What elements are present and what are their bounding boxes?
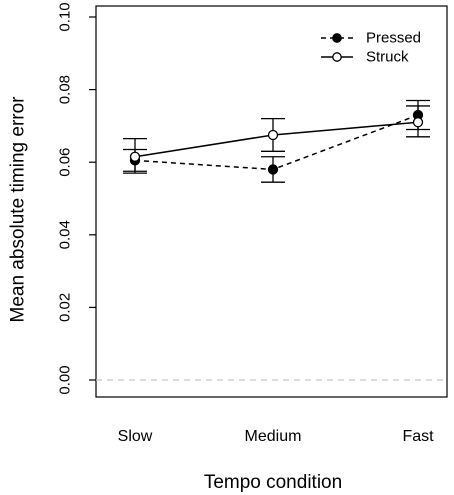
x-tick-label: Fast bbox=[402, 428, 434, 445]
x-tick-label: Medium bbox=[245, 428, 302, 445]
legend-marker-pressed bbox=[332, 33, 342, 43]
legend-label-struck: Struck bbox=[366, 49, 409, 66]
y-axis-label: Mean absolute timing error bbox=[8, 96, 29, 323]
data-point-struck bbox=[129, 151, 141, 162]
x-tick-label: Slow bbox=[118, 428, 153, 445]
legend-label-pressed: Pressed bbox=[366, 30, 421, 47]
y-tick-label: 0.02 bbox=[57, 293, 74, 322]
x-axis-label: Tempo condition bbox=[204, 472, 342, 493]
series-line-pressed bbox=[134, 114, 419, 171]
y-tick-label: 0.06 bbox=[57, 148, 74, 177]
legend-marker-struck bbox=[332, 52, 342, 62]
y-tick-label: 0.08 bbox=[57, 75, 74, 104]
data-point-struck bbox=[412, 117, 424, 128]
y-tick-label: 0.10 bbox=[57, 2, 74, 31]
data-point-struck bbox=[267, 129, 279, 141]
data-point-pressed bbox=[267, 164, 279, 175]
plot-frame bbox=[95, 5, 448, 398]
y-tick-label: 0.00 bbox=[57, 365, 74, 394]
y-tick-label: 0.04 bbox=[57, 220, 74, 249]
